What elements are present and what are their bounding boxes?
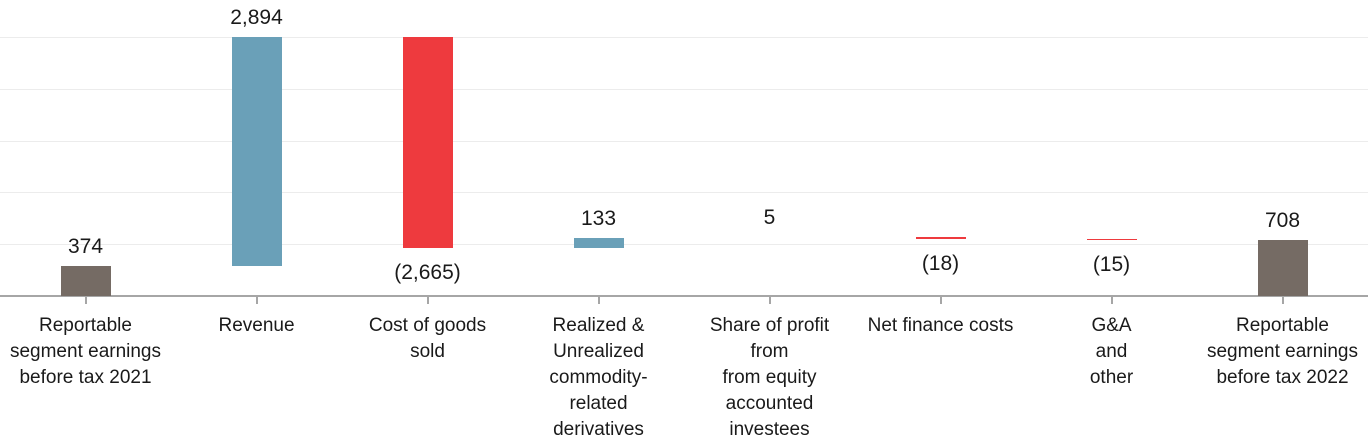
category-label: G&A and other [1089,315,1134,388]
gridline [0,192,1368,194]
axis-tick [768,297,771,304]
category-label: Share of profit from from equity account… [709,315,830,440]
category-label: Reportable segment earnings before tax 2… [9,315,162,388]
gridline [0,88,1368,90]
data-label: 133 [580,206,617,230]
waterfall-bar [231,37,282,267]
waterfall-bar [1086,238,1137,240]
waterfall-bar [60,266,111,296]
waterfall-bar [402,37,453,249]
waterfall-bar [915,237,966,239]
data-label: 374 [67,235,104,259]
axis-tick [1281,297,1284,304]
data-label: (15) [1092,252,1131,276]
axis-tick [255,297,258,304]
data-label: 2,894 [230,6,283,29]
axis-tick [597,297,600,304]
category-label: Reportable segment earnings before tax 2… [1206,315,1359,388]
axis-tick [426,297,429,304]
category-label: Realized & Unrealized commodity- related… [549,315,648,440]
category-label: Revenue [218,315,295,336]
axis-tick [84,297,87,304]
axis-tick [1110,297,1113,304]
waterfall-bar [573,237,624,249]
axis-tick [939,297,942,304]
category-label: Net finance costs [867,315,1014,336]
category-axis-line [0,295,1368,297]
category-label: Cost of goods sold [368,315,487,362]
data-label: (18) [921,251,960,275]
gridline [0,244,1368,246]
gridline [0,140,1368,142]
data-label: (2,665) [394,261,461,285]
waterfall-bar [1257,239,1308,296]
gridline [0,37,1368,38]
data-label: 708 [1264,208,1301,232]
data-label: 5 [763,206,776,230]
